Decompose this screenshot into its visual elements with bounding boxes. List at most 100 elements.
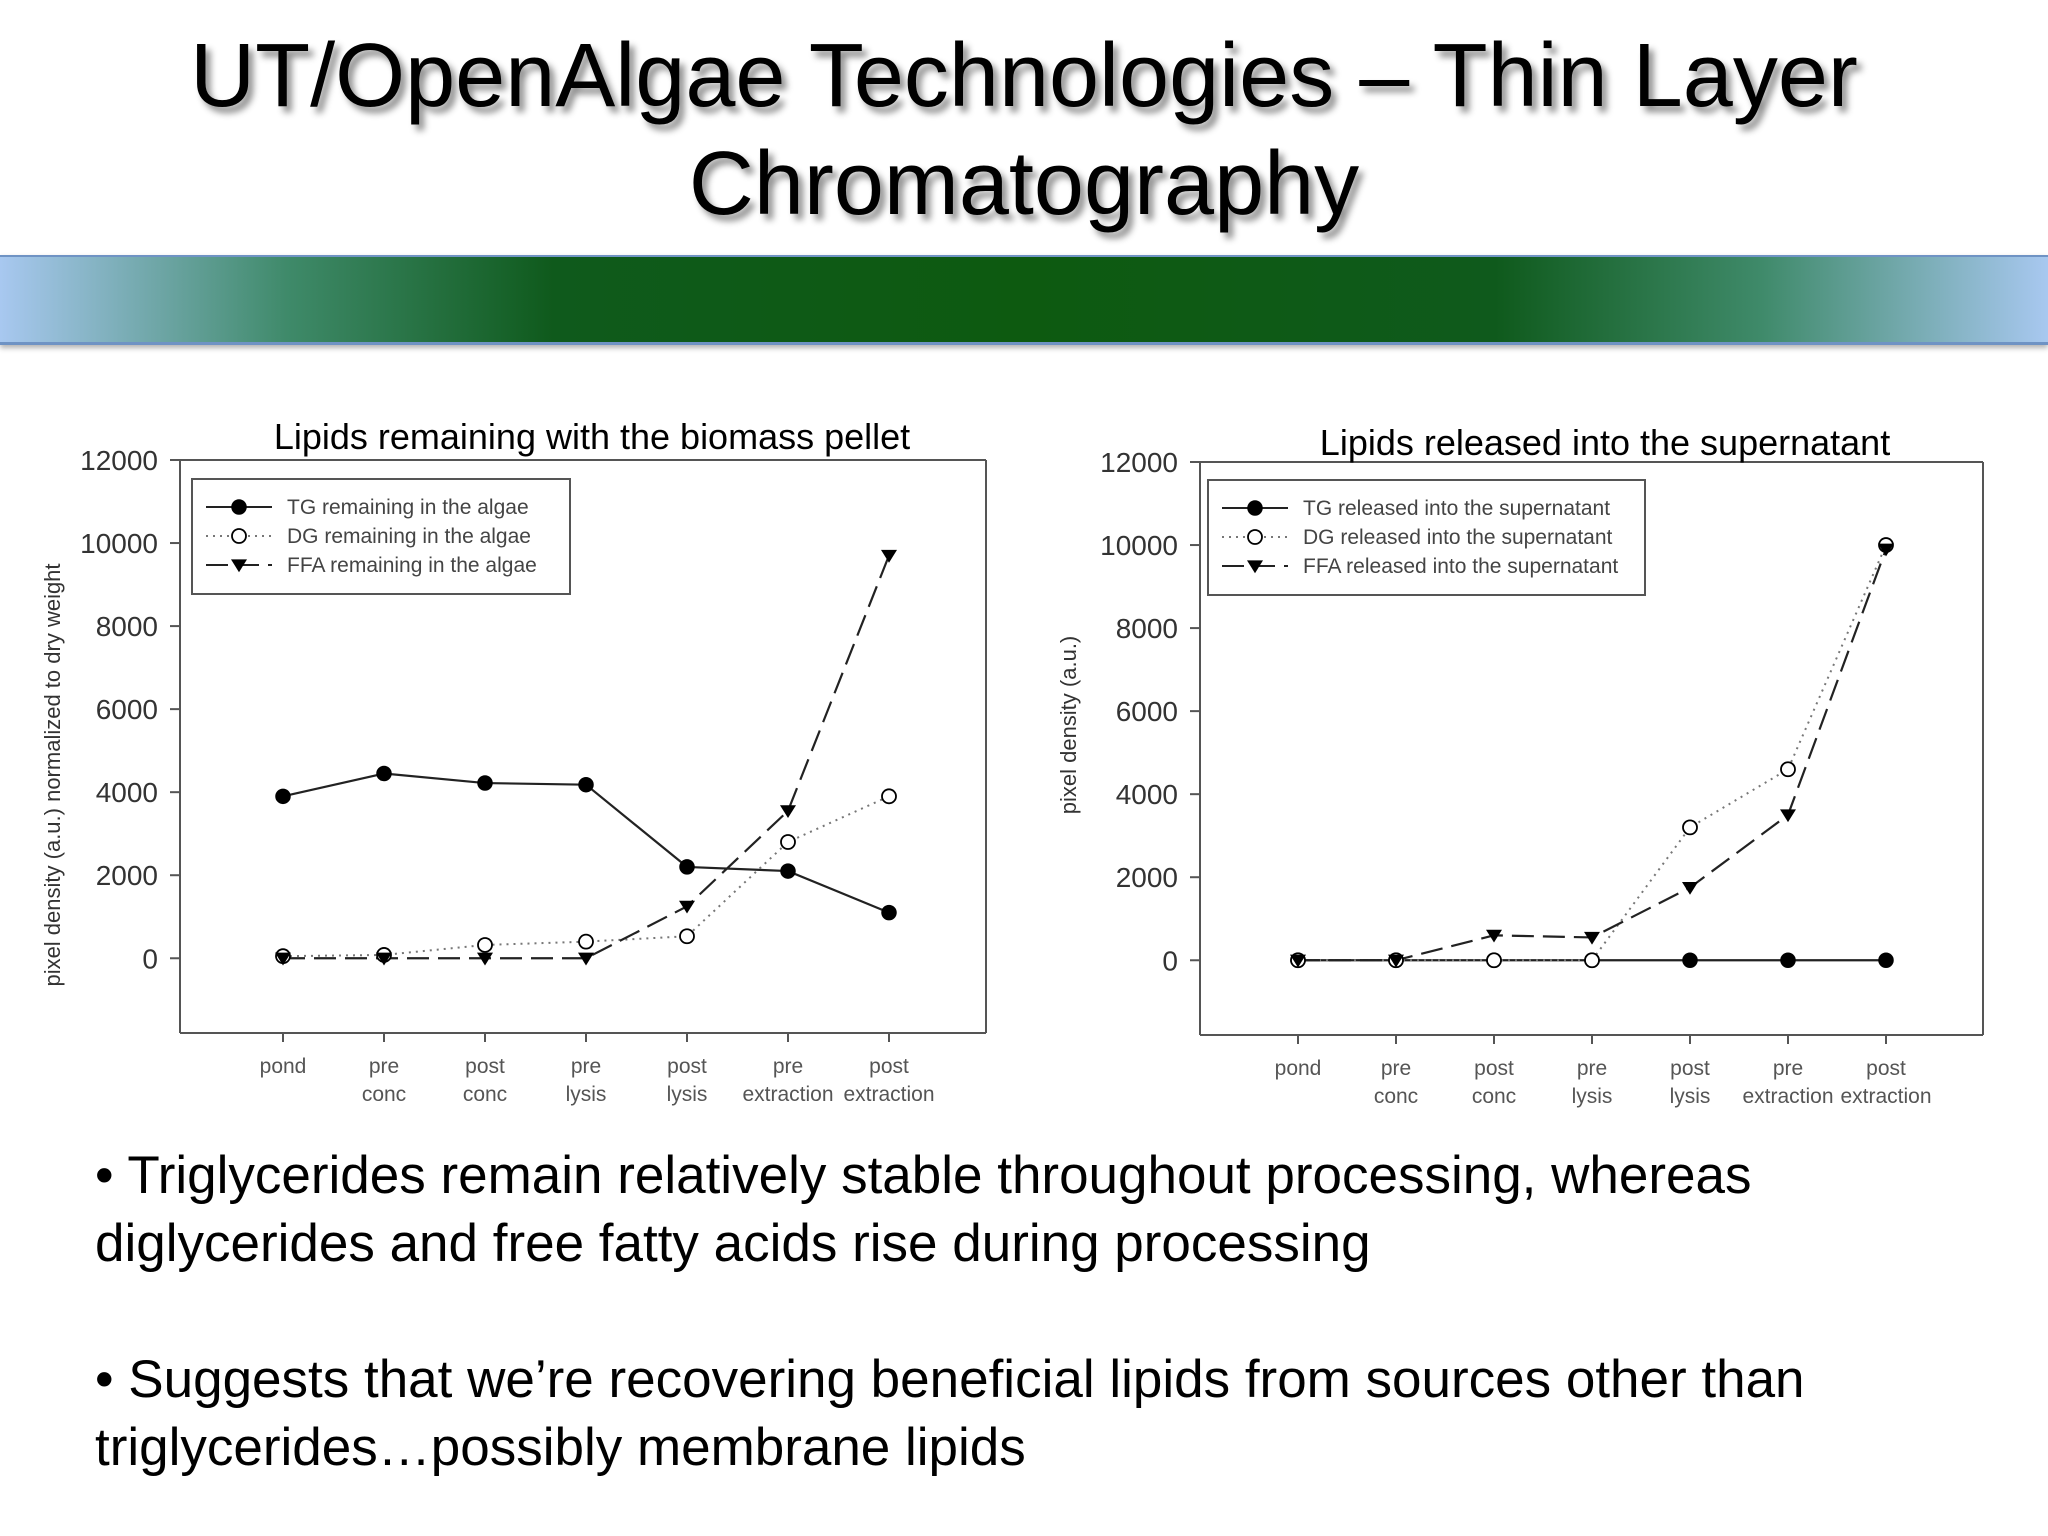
chart1-series-1-point-5 — [1780, 761, 1796, 778]
chart0-series-0-point-5 — [780, 863, 796, 879]
chart0-x-tick-label-2-line-1: conc — [463, 1083, 507, 1106]
chart0-x-tick-label-3-line-0: pre — [571, 1055, 601, 1078]
chart0-series-0-point-4 — [679, 859, 695, 875]
chart1-x-tick-label-3: pre lysis — [1572, 1057, 1613, 1108]
chart0-series-2-line — [283, 555, 891, 960]
chart0-legend-label-0: TG remaining in the algae — [287, 496, 529, 519]
chart0-series-1-point-4 — [679, 928, 695, 945]
chart1-legend-box — [1207, 479, 1646, 596]
chart0-series-0-point-2 — [477, 775, 493, 791]
chart1-legend-marker-1 — [1247, 529, 1263, 545]
chart0-series-1-point-5 — [780, 834, 796, 850]
chart1-x-tick-label-6: post extraction — [1840, 1057, 1931, 1108]
chart0-series-1-point-3 — [578, 933, 594, 950]
chart1-x-tick-label-2: post conc — [1472, 1057, 1516, 1108]
chart1-series-1-point-2 — [1486, 952, 1502, 969]
chart0-legend-label-1: DG remaining in the algae — [287, 525, 531, 548]
chart0-series-0-point-3 — [578, 776, 594, 793]
chart0-title: Lipids remaining with the biomass pellet — [274, 416, 910, 457]
chart1-y-axis-label: pixel density (a.u.) — [1056, 636, 1081, 815]
chart1-y-tick-label-3: 6000 — [1116, 696, 1178, 727]
chart0-series-2-point-3 — [578, 952, 594, 966]
chart0-legend-marker-1 — [231, 528, 247, 544]
chart0-x-tick-label-0: pond — [260, 1055, 307, 1078]
chart0-series-0-line — [282, 772, 890, 914]
chart0-x-tick-label-1: pre conc — [362, 1055, 406, 1106]
chart1-series-1-point-3 — [1584, 952, 1600, 969]
chart1-y-tick-label-0: 0 — [1162, 945, 1178, 976]
chart0-x-tick-label-5: pre extraction — [742, 1055, 833, 1106]
chart0-y-tick-label-1: 2000 — [96, 860, 158, 891]
chart0-series-0-point-1 — [376, 765, 392, 782]
slide-title-line-1: UT/OpenAlgae Technologies – Thin Layer — [190, 26, 1858, 126]
decorative-gradient-band — [0, 255, 2048, 345]
chart1-x-tick-label-1-line-0: pre — [1381, 1057, 1411, 1080]
chart0-x-tick-label-1-line-1: conc — [362, 1083, 406, 1106]
chart1-series-2-point-3 — [1584, 931, 1600, 945]
chart1-legend-marker-2 — [1247, 560, 1263, 574]
chart0-x-tick-label-3: pre lysis — [566, 1055, 607, 1106]
chart0-series-0-point-0 — [275, 788, 291, 805]
chart1-series-2-line — [1298, 548, 1888, 962]
chart0-series-1-point-2 — [477, 937, 493, 953]
chart1-series-0-point-4 — [1682, 952, 1698, 969]
chart0-series-2-point-4 — [679, 900, 695, 914]
chart0-x-tick-label-6-line-1: extraction — [843, 1083, 934, 1106]
chart1-x-tick-label-4-line-0: post — [1670, 1057, 1710, 1080]
chart1-x-tick-label-5-line-0: pre — [1773, 1057, 1803, 1080]
chart1-legend-label-1: DG released into the supernatant — [1303, 526, 1613, 549]
chart1-x-tick-label-0: pond — [1275, 1057, 1322, 1080]
chart1-x-tick-label-1: pre conc — [1374, 1057, 1418, 1108]
chart1-y-tick-label-6: 12000 — [1100, 447, 1178, 478]
chart0-series-2-point-5 — [780, 805, 796, 819]
chart1-y-tick-label-4: 8000 — [1116, 613, 1178, 644]
chart0-series-1-point-6 — [881, 788, 897, 805]
chart1-y-tick-label-2: 4000 — [1116, 779, 1178, 810]
chart1-series-2-point-5 — [1780, 809, 1796, 823]
bullet-1: • Triglycerides remain relatively stable… — [95, 1146, 1752, 1273]
chart1-x-tick-label-3-line-0: pre — [1577, 1057, 1607, 1080]
chart1-series-2-point-0 — [1290, 954, 1306, 968]
bullet-2: • Suggests that we’re recovering benefic… — [95, 1350, 1805, 1477]
chart1-series-0-point-5 — [1780, 952, 1796, 969]
chart1-x-tick-label-5: pre extraction — [1742, 1057, 1833, 1108]
chart0-y-tick-label-4: 8000 — [96, 611, 158, 642]
chart0-legend-label-2: FFA remaining in the algae — [287, 554, 537, 577]
chart1-x-tick-label-6-line-1: extraction — [1840, 1085, 1931, 1108]
chart0-x-tick-label-2-line-0: post — [465, 1055, 505, 1078]
chart0-series-2-point-2 — [477, 952, 493, 966]
chart0-series-2-point-1 — [376, 952, 392, 966]
chart1-legend-marker-0 — [1247, 500, 1263, 516]
chart1-x-tick-label-4: post lysis — [1670, 1057, 1711, 1108]
chart1-series-2-point-4 — [1682, 881, 1698, 895]
chart0-y-tick-label-0: 0 — [142, 943, 158, 974]
chart0-series-0-point-6 — [881, 904, 897, 921]
chart1-x-tick-label-2-line-0: post — [1474, 1057, 1514, 1080]
chart1-y-tick-label-5: 10000 — [1100, 530, 1178, 561]
chart1-series-0-point-6 — [1878, 952, 1894, 969]
slide-title-line-2: Chromatography — [688, 134, 1360, 234]
chart0-x-tick-label-1-line-0: pre — [369, 1055, 399, 1078]
chart0-y-tick-label-2: 4000 — [96, 777, 158, 808]
chart-lipids-released: 0 2000 4000 6000 8000 10000 12000 pond pre conc po… — [1040, 405, 2040, 1125]
chart1-y-tick-label-1: 2000 — [1116, 862, 1178, 893]
chart1-x-tick-label-4-line-1: lysis — [1670, 1085, 1711, 1108]
chart1-legend-label-2: FFA released into the supernatant — [1303, 555, 1618, 578]
chart1-legend-label-0: TG released into the supernatant — [1303, 497, 1610, 520]
chart0-x-tick-label-0-line-0: pond — [260, 1055, 307, 1078]
chart0-x-tick-label-4-line-1: lysis — [667, 1083, 708, 1106]
chart1-x-tick-label-6-line-0: post — [1866, 1057, 1906, 1080]
chart0-x-tick-label-5-line-1: extraction — [742, 1083, 833, 1106]
chart0-x-tick-label-4-line-0: post — [667, 1055, 707, 1078]
chart0-series-2-point-6 — [881, 549, 897, 563]
chart0-legend-marker-0 — [231, 499, 247, 515]
chart1-x-tick-label-2-line-1: conc — [1472, 1085, 1516, 1108]
chart0-x-tick-label-4: post lysis — [667, 1055, 708, 1106]
chart1-series-2-point-1 — [1388, 954, 1404, 968]
chart0-x-tick-label-5-line-0: pre — [773, 1055, 803, 1078]
chart1-x-tick-label-5-line-1: extraction — [1742, 1085, 1833, 1108]
chart1-series-1-point-4 — [1682, 819, 1698, 836]
chart0-legend-marker-2 — [231, 559, 247, 573]
